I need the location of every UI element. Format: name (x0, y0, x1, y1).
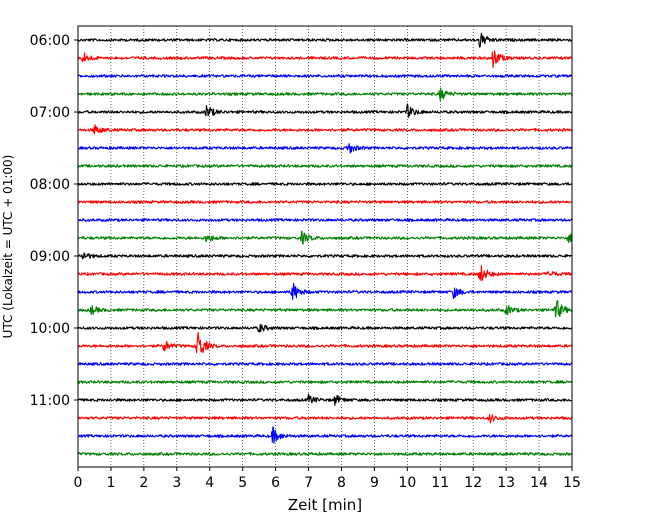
seismogram-trace (77, 452, 573, 456)
y-tick-label: 10:00 (30, 321, 70, 337)
y-tick-label: 11:00 (30, 393, 70, 409)
seismogram-trace (77, 164, 573, 168)
seismogram-trace (77, 87, 573, 102)
y-axis-ticks: 06:00 07:00 08:00 09:00 10:00 11:00 (30, 33, 78, 409)
y-tick-label: 08:00 (30, 177, 70, 193)
y-tick-label: 09:00 (30, 249, 70, 265)
seismogram-trace (77, 323, 573, 333)
x-tick-label: 14 (530, 475, 548, 491)
x-tick-label: 11 (431, 475, 449, 491)
seismogram-trace (77, 300, 573, 318)
x-axis-label: Zeit [min] (288, 496, 362, 514)
x-tick-label: 5 (238, 475, 247, 491)
x-axis-ticks: 0 1 2 3 4 5 6 7 8 9 10 11 12 13 14 15 (74, 467, 581, 491)
x-tick-label: 1 (106, 475, 115, 491)
x-tick-label: 9 (370, 475, 379, 491)
seismogram-trace (77, 265, 573, 282)
seismogram-trace (77, 182, 573, 186)
x-tick-label: 7 (304, 475, 313, 491)
seismogram-trace (77, 200, 573, 204)
seismogram-trace (77, 252, 573, 260)
seismogram-trace (77, 362, 573, 366)
seismogram-trace (77, 32, 573, 48)
seismogram-trace (77, 380, 573, 384)
plot-frame (77, 25, 573, 468)
seismogram-trace (77, 50, 573, 68)
x-tick-label: 15 (563, 475, 581, 491)
seismogram-trace (77, 413, 573, 424)
seismogram-traces (77, 32, 573, 456)
seismogram-trace (77, 218, 573, 222)
seismogram-trace (77, 143, 573, 154)
x-tick-label: 12 (464, 475, 482, 491)
x-tick-label: 2 (139, 475, 148, 491)
seismogram-trace (77, 103, 573, 118)
y-axis-label: UTC (Lokalzeit = UTC + 01:00) (1, 155, 15, 339)
x-tick-label: 3 (172, 475, 181, 491)
x-tick-label: 13 (497, 475, 515, 491)
x-tick-label: 6 (271, 475, 280, 491)
seismogram-trace (77, 282, 573, 300)
x-tick-label: 0 (74, 475, 83, 491)
seismogram-trace (77, 230, 573, 245)
seismogram-trace (77, 393, 573, 406)
x-tick-label: 8 (337, 475, 346, 491)
seismogram-trace (77, 331, 573, 354)
x-tick-label: 4 (205, 475, 214, 491)
seismogram-trace (77, 426, 573, 444)
x-tick-label: 10 (398, 475, 416, 491)
seismogram-trace (77, 124, 573, 135)
seismogram-trace (77, 74, 573, 78)
y-tick-label: 06:00 (30, 33, 70, 49)
y-tick-label: 07:00 (30, 105, 70, 121)
